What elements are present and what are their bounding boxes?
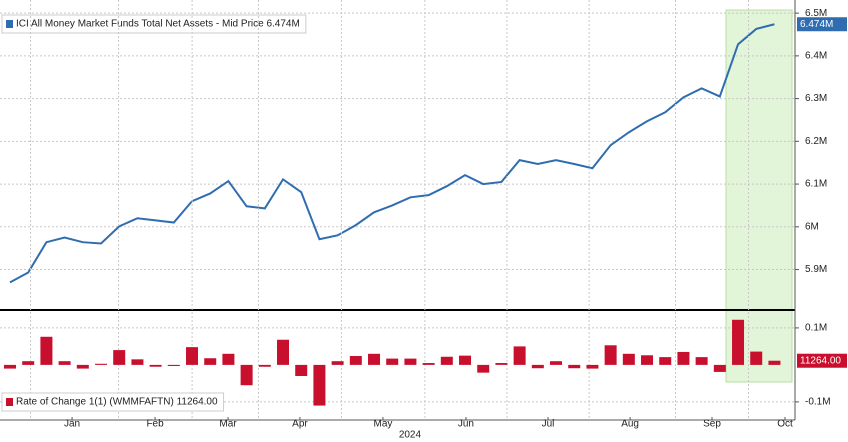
y-tick-label: 6.2M	[805, 136, 827, 147]
value-label-box	[797, 353, 847, 368]
bar	[4, 364, 17, 369]
x-axis-label: 2024	[399, 430, 422, 441]
bar	[295, 364, 308, 376]
value-label: 6.474M	[800, 19, 833, 30]
bar	[258, 364, 271, 367]
x-tick-label: Jul	[542, 419, 555, 430]
x-tick-label: May	[373, 419, 392, 430]
bar	[186, 347, 199, 365]
bar	[604, 345, 617, 365]
bar	[167, 364, 180, 366]
bar	[459, 355, 472, 365]
legend-label: ICI All Money Market Funds Total Net Ass…	[16, 19, 300, 30]
bar	[495, 363, 508, 365]
bar	[240, 364, 253, 386]
bar	[659, 357, 672, 365]
bar	[22, 361, 35, 365]
y-tick-label: 6.4M	[805, 51, 827, 62]
bar	[113, 350, 126, 365]
bar	[349, 356, 362, 365]
bar	[76, 364, 89, 369]
bar	[477, 364, 490, 373]
bar	[586, 364, 599, 369]
line	[9, 23, 775, 284]
x-tick-label: Mar	[219, 419, 237, 430]
bar	[531, 364, 544, 369]
x-tick-label: Jun	[458, 419, 474, 430]
bar	[404, 358, 417, 365]
bar	[677, 351, 690, 365]
bar	[313, 364, 326, 406]
legend-box	[1, 14, 307, 34]
bar	[568, 364, 581, 369]
y-tick-label: 6M	[805, 221, 819, 232]
legend-swatch	[6, 398, 13, 406]
bar	[277, 339, 290, 365]
value-label: 11264.00	[800, 355, 841, 366]
bar	[768, 360, 781, 365]
bar	[513, 346, 526, 365]
legend-label: Rate of Change 1(1) (WMMFAFTN) 11264.00	[16, 397, 218, 408]
bar	[713, 364, 726, 372]
y-tick-label: 6.3M	[805, 93, 827, 104]
bar	[440, 356, 453, 365]
y-tick-label: 0.1M	[805, 323, 827, 334]
y-tick-label: 5.9M	[805, 264, 827, 275]
bar	[750, 351, 763, 365]
x-tick-label: Apr	[292, 419, 308, 430]
bar	[58, 361, 71, 365]
bar	[386, 358, 399, 365]
y-tick-label: 6.5M	[805, 8, 827, 19]
bar	[422, 363, 435, 365]
value-label-box	[797, 17, 847, 32]
bar	[222, 353, 235, 365]
bar	[95, 363, 108, 365]
y-tick-label: -0.1M	[805, 397, 831, 408]
x-tick-label: Aug	[621, 419, 639, 430]
bar	[732, 319, 745, 365]
legend-box	[1, 392, 225, 412]
legend-swatch	[6, 20, 13, 28]
bar	[331, 361, 344, 365]
bar	[131, 359, 144, 365]
bar	[149, 364, 162, 367]
bar	[641, 355, 654, 365]
x-tick-label: Feb	[146, 419, 164, 430]
y-tick-label: 6.1M	[805, 179, 827, 190]
bar	[695, 357, 708, 365]
x-tick-label: Sep	[703, 419, 721, 430]
bar	[550, 361, 563, 365]
bar	[368, 353, 381, 365]
bar	[204, 358, 217, 365]
bar	[40, 336, 53, 365]
bar	[622, 353, 635, 365]
x-tick-label: Jan	[64, 419, 80, 430]
x-tick-label: Oct	[777, 419, 793, 430]
